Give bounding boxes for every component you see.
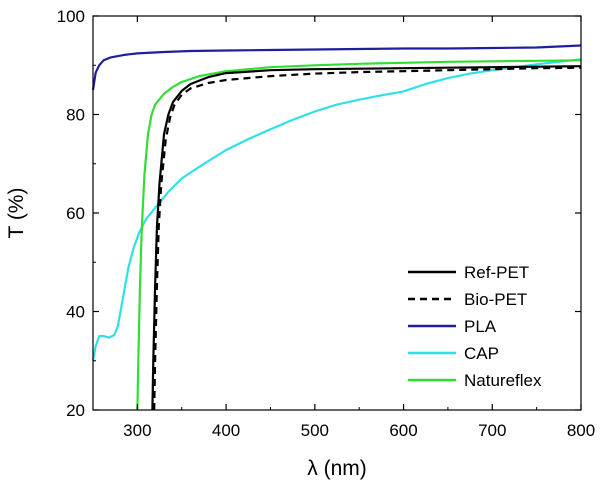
series-line-ref-pet <box>151 65 582 411</box>
legend-label-cap: CAP <box>464 344 499 363</box>
legend-label-bio-pet: Bio-PET <box>464 290 527 309</box>
x-tick-label: 700 <box>478 421 506 440</box>
series-line-bio-pet <box>153 66 582 411</box>
legend-label-ref-pet: Ref-PET <box>464 263 529 282</box>
legend-label-pla: PLA <box>464 317 497 336</box>
plot-frame <box>92 15 582 411</box>
y-tick-label: 40 <box>66 303 85 322</box>
series-line-natureflex <box>136 59 582 411</box>
x-tick-label: 600 <box>389 421 417 440</box>
y-tick-label: 20 <box>66 401 85 420</box>
ticks-layer: 300 400 500 600 700 800 20 40 60 80 100 <box>57 7 596 440</box>
y-tick-label: 80 <box>66 106 85 125</box>
y-tick-label: 60 <box>66 204 85 223</box>
series-layer <box>91 44 582 411</box>
y-tick-label: 100 <box>57 7 85 26</box>
series-line-pla <box>91 44 582 91</box>
x-axis-label: λ (nm) <box>307 457 367 480</box>
legend: Ref-PET Bio-PET PLA CAP Natureflex <box>408 263 542 390</box>
legend-label-natureflex: Natureflex <box>464 371 542 390</box>
x-tick-label: 800 <box>567 421 595 440</box>
x-tick-label: 300 <box>123 421 151 440</box>
x-tick-label: 400 <box>212 421 240 440</box>
series-line-cap <box>91 58 582 361</box>
x-tick-label: 500 <box>301 421 329 440</box>
y-axis-label: T (%) <box>5 188 28 239</box>
